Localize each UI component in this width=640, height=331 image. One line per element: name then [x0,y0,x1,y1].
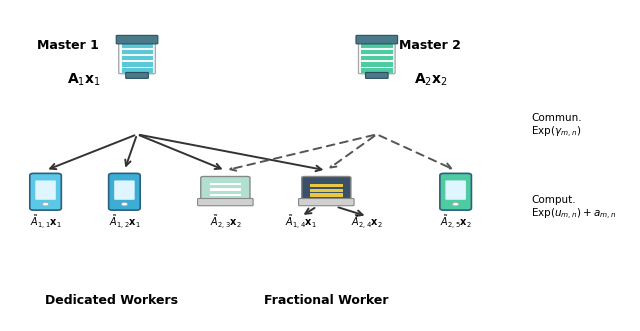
FancyBboxPatch shape [120,55,154,60]
Circle shape [42,203,49,206]
FancyBboxPatch shape [298,199,354,206]
FancyBboxPatch shape [210,188,241,191]
FancyBboxPatch shape [360,55,393,60]
FancyBboxPatch shape [310,184,343,187]
FancyBboxPatch shape [360,42,393,48]
FancyBboxPatch shape [310,193,343,197]
Text: $\tilde{A}_{1,4}\mathbf{x}_1$: $\tilde{A}_{1,4}\mathbf{x}_1$ [285,214,317,232]
Text: Comput.
$\mathrm{Exp}(u_{m,n})+a_{m,n}$: Comput. $\mathrm{Exp}(u_{m,n})+a_{m,n}$ [531,195,617,222]
FancyBboxPatch shape [30,173,61,210]
FancyBboxPatch shape [301,176,351,201]
FancyBboxPatch shape [114,180,134,200]
Circle shape [452,203,459,206]
Circle shape [121,203,127,206]
FancyBboxPatch shape [35,180,56,200]
FancyBboxPatch shape [360,49,393,54]
FancyBboxPatch shape [120,49,154,54]
Text: Fractional Worker: Fractional Worker [264,294,388,307]
FancyBboxPatch shape [116,35,158,44]
FancyBboxPatch shape [310,189,343,192]
Text: Master 1: Master 1 [36,39,99,52]
FancyBboxPatch shape [360,61,393,67]
FancyBboxPatch shape [356,35,397,44]
FancyBboxPatch shape [445,180,466,200]
FancyBboxPatch shape [210,194,241,196]
Text: $\tilde{A}_{2,4}\mathbf{x}_2$: $\tilde{A}_{2,4}\mathbf{x}_2$ [351,214,383,232]
FancyBboxPatch shape [120,61,154,67]
FancyBboxPatch shape [109,173,140,210]
FancyBboxPatch shape [120,42,154,48]
Text: Master 2: Master 2 [399,39,461,52]
Text: $\mathbf{A}_1\mathbf{x}_1$: $\mathbf{A}_1\mathbf{x}_1$ [67,72,100,88]
FancyBboxPatch shape [201,176,250,201]
FancyBboxPatch shape [365,72,388,78]
FancyBboxPatch shape [198,199,253,206]
Text: $\mathbf{A}_2\mathbf{x}_2$: $\mathbf{A}_2\mathbf{x}_2$ [413,72,447,88]
FancyBboxPatch shape [440,173,472,210]
Text: $\tilde{A}_{1,2}\mathbf{x}_1$: $\tilde{A}_{1,2}\mathbf{x}_1$ [109,214,140,232]
FancyBboxPatch shape [125,72,148,78]
FancyBboxPatch shape [120,67,154,73]
FancyBboxPatch shape [210,183,241,185]
FancyBboxPatch shape [360,67,393,73]
Text: Dedicated Workers: Dedicated Workers [45,294,179,307]
Text: $\tilde{A}_{1,1}\mathbf{x}_1$: $\tilde{A}_{1,1}\mathbf{x}_1$ [29,214,61,232]
Text: Commun.
$\mathrm{Exp}(\gamma_{m,n})$: Commun. $\mathrm{Exp}(\gamma_{m,n})$ [531,113,582,140]
Text: $\tilde{A}_{2,3}\mathbf{x}_2$: $\tilde{A}_{2,3}\mathbf{x}_2$ [209,214,241,232]
Text: $\tilde{A}_{2,5}\mathbf{x}_2$: $\tilde{A}_{2,5}\mathbf{x}_2$ [440,214,472,232]
